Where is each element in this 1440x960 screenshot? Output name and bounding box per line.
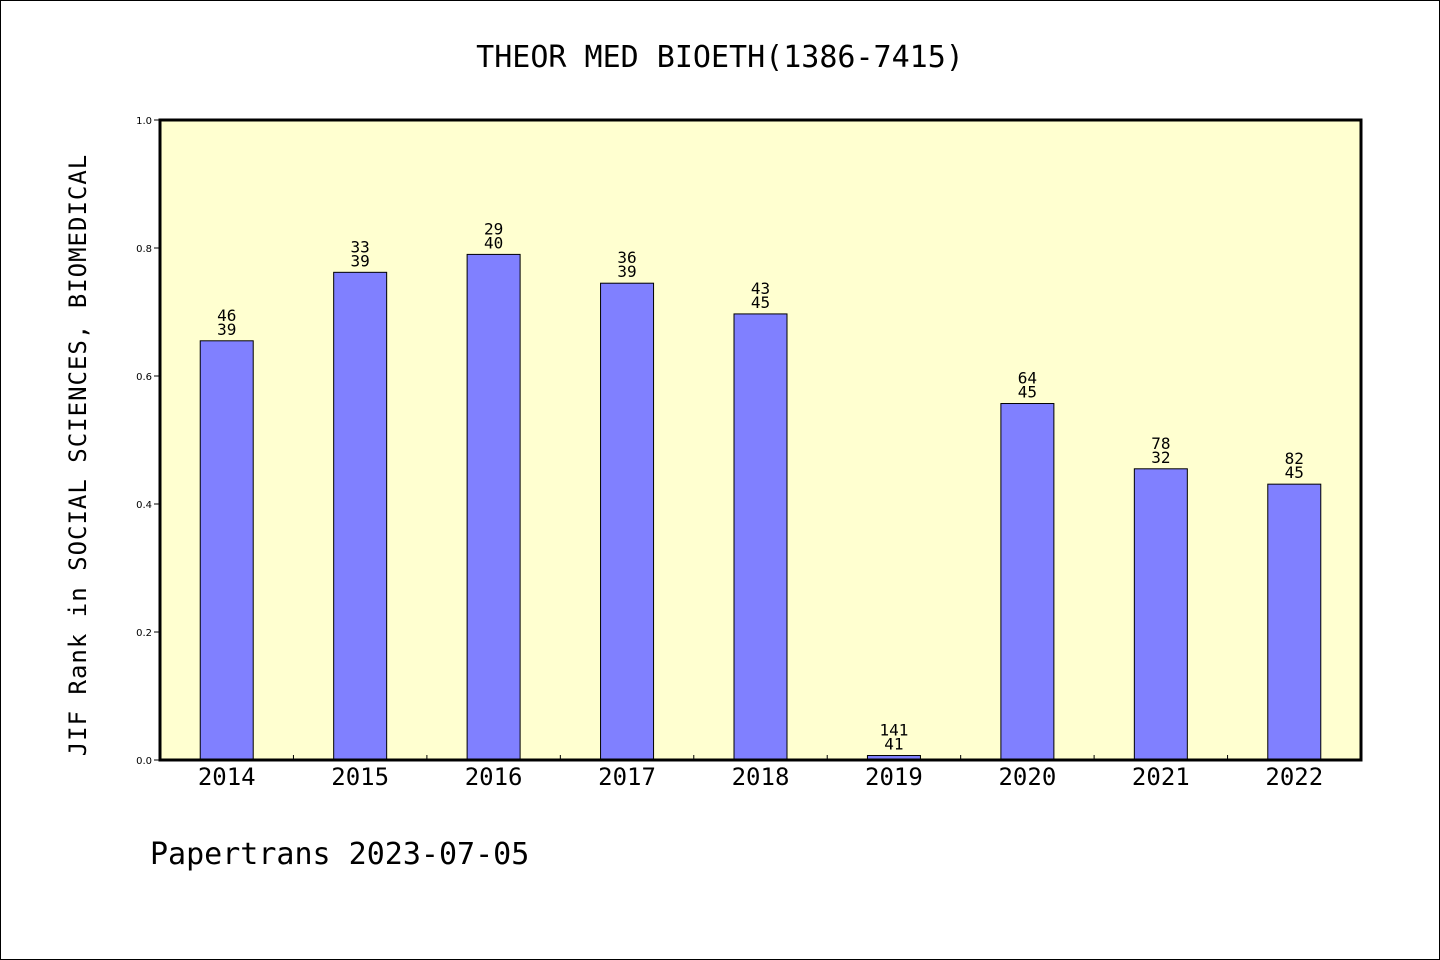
x-category-label: 2022 <box>1265 763 1323 791</box>
bar-total-label: 45 <box>751 293 770 312</box>
bar-rank-label: 36 <box>617 248 636 267</box>
x-category-label: 2020 <box>998 763 1056 791</box>
bar-rank-label: 82 <box>1285 449 1304 468</box>
bar-rank-label: 78 <box>1151 434 1170 453</box>
bar-total-label: 40 <box>484 233 503 252</box>
plot-border <box>158 118 1363 762</box>
bar-total-label: 32 <box>1151 448 1170 467</box>
bar-rank-label: 46 <box>217 306 236 325</box>
y-tick-label: 0.4 <box>136 500 152 511</box>
bar-rank-label: 29 <box>484 219 503 238</box>
x-category-label: 2014 <box>198 763 256 791</box>
x-category-label: 2017 <box>598 763 656 791</box>
bar-total-label: 39 <box>217 320 236 339</box>
bar-2017 <box>600 282 655 761</box>
bar-total-label: 45 <box>1285 463 1304 482</box>
x-category-label: 2018 <box>732 763 790 791</box>
x-category-label: 2021 <box>1132 763 1190 791</box>
bar-2018 <box>733 313 788 761</box>
bar-rank-label: 64 <box>1018 369 1037 388</box>
bar-total-label: 39 <box>617 262 636 281</box>
category-labels: 2014 2015 2016 2017 2018 2019 2020 2021 2022 <box>198 763 1323 791</box>
y-tick-label: 0.8 <box>136 244 152 255</box>
bar-2014 <box>199 340 254 761</box>
bar-total-label: 41 <box>884 735 903 754</box>
x-category-label: 2016 <box>465 763 523 791</box>
y-axis-ticks: 0.0 0.2 0.4 0.6 0.8 1.0 <box>136 116 160 767</box>
y-axis-label: JIF Rank in SOCIAL SCIENCES, BIOMEDICAL <box>64 154 92 757</box>
bar-2021 <box>1133 468 1188 761</box>
chart-title: THEOR MED BIOETH(1386-7415) <box>476 40 964 75</box>
bar-2015 <box>333 271 388 761</box>
y-tick-label: 0.6 <box>136 372 152 383</box>
bar-rank-label: 43 <box>751 279 770 298</box>
x-category-label: 2019 <box>865 763 923 791</box>
bar-2016 <box>466 253 521 761</box>
y-tick-label: 1.0 <box>136 116 152 127</box>
bar-rank-label: 141 <box>879 721 908 740</box>
footer-credit: Papertrans 2023-07-05 <box>150 837 529 872</box>
bar-total-label: 39 <box>351 251 370 270</box>
bar-rank-label: 33 <box>351 237 370 256</box>
y-tick-label: 0.2 <box>136 628 152 639</box>
y-tick-label: 0.0 <box>136 756 152 767</box>
bars <box>199 253 1322 761</box>
bar-2022 <box>1267 483 1322 761</box>
bar-total-label: 45 <box>1018 383 1037 402</box>
bar-2020 <box>1000 403 1055 761</box>
x-category-label: 2015 <box>331 763 389 791</box>
